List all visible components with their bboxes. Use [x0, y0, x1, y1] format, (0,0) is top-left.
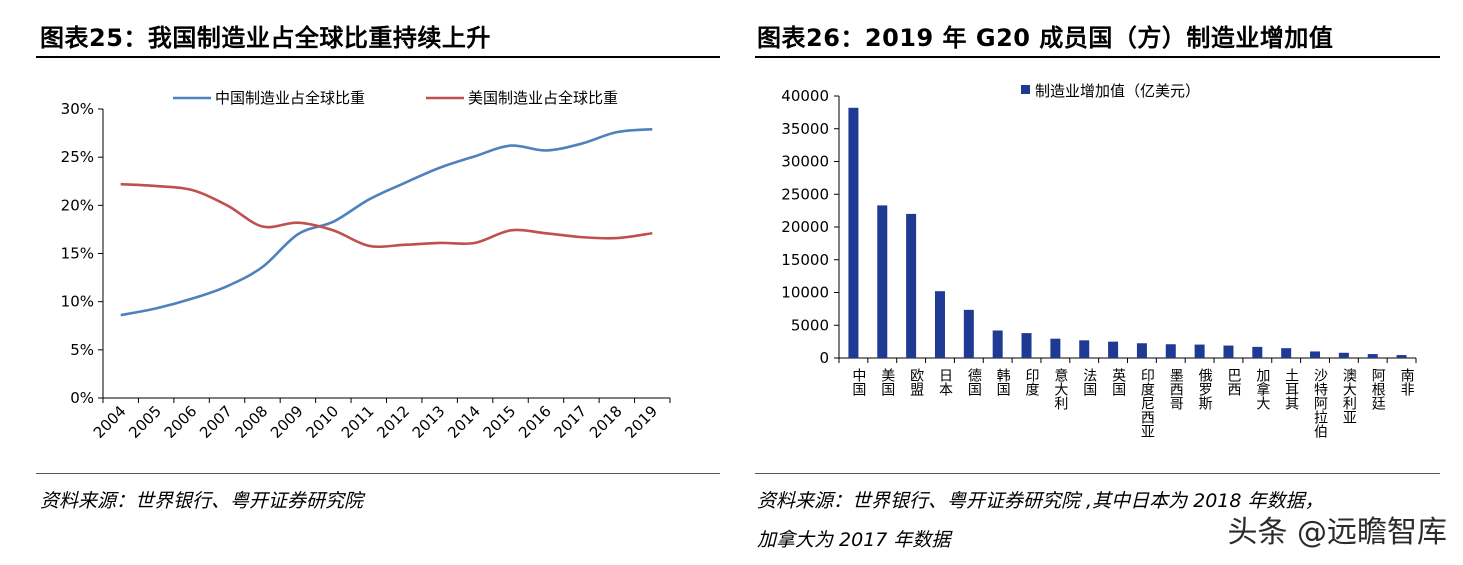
bar [1281, 348, 1292, 358]
x-tick-label: 2004 [90, 402, 130, 442]
bar [992, 330, 1003, 358]
x-tick-label: 2012 [373, 402, 413, 442]
left-figure-title: 图表25：我国制造业占全球比重持续上升 [40, 24, 491, 52]
x-tick-label: 美国 [879, 368, 895, 396]
legend-label: 中国制造业占全球比重 [215, 89, 365, 107]
x-tick-label: 印度尼西亚 [1139, 368, 1155, 438]
usa-share-line [120, 182, 653, 249]
x-tick-label: 2019 [621, 402, 661, 442]
x-tick-label: 阿根廷 [1370, 368, 1386, 410]
legend-label: 制造业增加值（亿美元） [1035, 82, 1200, 100]
bar [848, 107, 859, 358]
x-tick-label: 澳大利亚 [1341, 368, 1357, 424]
right-title-rule [755, 56, 1440, 58]
x-tick-label: 意大利 [1052, 367, 1068, 410]
left-source-rule [36, 473, 720, 474]
left-source: 资料来源：世界银行、粤开证券研究院 [40, 490, 364, 512]
y-tick-label: 5000 [791, 316, 829, 334]
legend-label: 美国制造业占全球比重 [468, 89, 618, 107]
left-title-rule [36, 56, 720, 58]
x-tick-label: 2009 [267, 402, 307, 442]
china-share-line [120, 127, 653, 317]
x-tick-label: 南非 [1399, 368, 1415, 396]
legend-swatch [1021, 85, 1030, 94]
right-source-line2: 加拿大为 2017 年数据 [757, 529, 951, 551]
right-source-line1: 资料来源：世界银行、粤开证券研究院 ,其中日本为 2018 年数据， [757, 490, 1324, 512]
y-tick-label: 15000 [781, 251, 829, 269]
x-tick-label: 2006 [161, 402, 201, 442]
x-tick-label: 2011 [338, 402, 378, 442]
bar [934, 291, 945, 358]
x-tick-label: 墨西哥 [1168, 368, 1184, 410]
x-tick-label: 欧盟 [908, 368, 924, 396]
y-tick-label: 5% [70, 341, 94, 359]
x-tick-label: 土耳其 [1283, 368, 1299, 410]
bar [1252, 346, 1263, 358]
x-tick-label: 2018 [586, 402, 626, 442]
bar [1310, 351, 1321, 358]
y-tick-label: 10% [61, 293, 94, 311]
x-tick-label: 加拿大 [1254, 368, 1270, 410]
x-tick-label: 俄罗斯 [1197, 368, 1213, 411]
bar [1021, 333, 1032, 358]
x-tick-label: 2017 [551, 402, 591, 442]
bar [1223, 345, 1234, 358]
y-tick-label: 25% [61, 148, 94, 166]
bar [1396, 355, 1407, 358]
x-tick-label: 2013 [409, 402, 449, 442]
bar [1338, 352, 1349, 358]
bar [877, 205, 888, 358]
x-tick-label: 2014 [444, 402, 484, 442]
bar [906, 213, 917, 358]
bar [1079, 340, 1090, 358]
x-tick-label: 中国 [850, 368, 866, 396]
x-tick-label: 法国 [1081, 368, 1097, 396]
y-tick-label: 35000 [781, 120, 829, 138]
y-tick-label: 40000 [781, 87, 829, 105]
bar [1050, 338, 1061, 358]
bar [1108, 341, 1119, 358]
watermark: 头条 @远瞻智库 [1227, 515, 1447, 550]
x-tick-label: 沙特阿拉伯 [1312, 368, 1328, 438]
y-tick-label: 15% [61, 245, 94, 263]
y-tick-label: 25000 [781, 185, 829, 203]
x-tick-label: 韩国 [995, 368, 1011, 396]
bar [963, 309, 974, 358]
y-tick-label: 0 [819, 349, 829, 367]
bar [1165, 344, 1176, 358]
right-panel: 图表26：2019 年 G20 成员国（方）制造业增加值 0 5000 10000 1… [735, 0, 1463, 565]
x-tick-label: 德国 [966, 368, 982, 396]
x-tick-label: 印度 [1024, 368, 1040, 396]
y-tick-label: 20% [61, 196, 94, 214]
x-tick-label: 2005 [125, 402, 165, 442]
line-chart: 0%5%10%15%20%25%30%200420052006200720082… [61, 89, 671, 442]
y-tick-label: 30000 [781, 153, 829, 171]
bar [1194, 344, 1205, 358]
y-tick-label: 30% [61, 100, 94, 118]
x-tick-label: 2008 [232, 402, 272, 442]
x-tick-label: 2007 [196, 402, 236, 442]
x-tick-label: 2015 [480, 402, 520, 442]
bar [1136, 343, 1147, 358]
y-tick-label: 0% [70, 389, 94, 407]
bar [1367, 354, 1378, 358]
y-tick-label: 20000 [781, 218, 829, 236]
x-tick-label: 英国 [1110, 367, 1126, 396]
x-tick-label: 2010 [302, 402, 342, 442]
bar-chart: 0 5000 10000 15000 20000 25000 30000 35000 40000… [781, 82, 1417, 438]
x-tick-label: 日本 [937, 368, 953, 396]
right-source-rule [755, 473, 1440, 474]
y-tick-label: 10000 [781, 284, 829, 302]
left-panel: 图表25：我国制造业占全球比重持续上升 0% 5% 10% 15% 20% 25% 30% 2… [36, 24, 720, 512]
right-figure-title: 图表26：2019 年 G20 成员国（方）制造业增加值 [757, 24, 1334, 52]
x-tick-label: 2016 [515, 402, 555, 442]
x-tick-label: 巴西 [1225, 368, 1241, 396]
